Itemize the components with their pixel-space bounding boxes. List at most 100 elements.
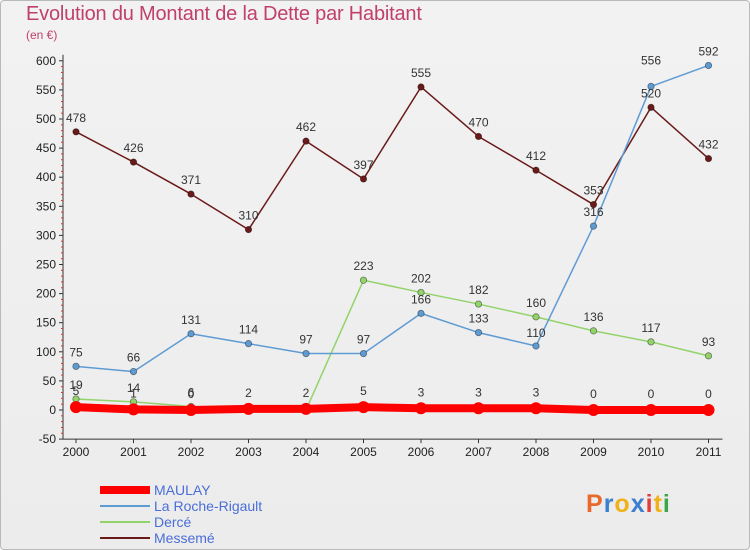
x-tick-label: 2007 — [465, 445, 492, 459]
data-point — [187, 330, 195, 338]
data-label: 2 — [303, 386, 310, 400]
data-point — [530, 402, 542, 415]
logo-letter: P — [586, 490, 604, 518]
data-label: 66 — [127, 351, 141, 365]
data-label: 75 — [69, 345, 83, 359]
data-label: 316 — [583, 205, 603, 219]
data-point — [302, 349, 310, 358]
data-point — [127, 403, 140, 416]
data-label: 182 — [468, 283, 488, 297]
data-point — [474, 300, 483, 308]
data-point — [244, 340, 253, 348]
data-label: 0 — [648, 387, 655, 401]
data-point — [532, 342, 540, 350]
data-label: 136 — [583, 310, 603, 324]
data-label: 556 — [641, 53, 661, 67]
data-label: 3 — [418, 385, 425, 399]
data-point — [359, 349, 368, 358]
proxiti-logo: Proxiti — [586, 490, 671, 519]
x-tick-label: 2011 — [696, 445, 722, 459]
data-label: 5 — [360, 384, 367, 398]
y-tick-label: 50 — [43, 374, 57, 388]
series-line-la-roche-rigault — [75, 64, 710, 373]
data-point — [70, 401, 82, 414]
data-label: 592 — [698, 44, 718, 58]
data-point — [704, 61, 713, 70]
data-point — [647, 338, 655, 346]
data-point — [474, 132, 483, 141]
x-tick-label: 2009 — [580, 445, 607, 459]
data-point — [72, 128, 80, 136]
series-line-derc- — [75, 279, 710, 411]
y-tick-label: 0 — [49, 403, 56, 417]
data-point — [357, 401, 370, 414]
logo-letter: r — [603, 490, 615, 518]
data-label: 371 — [181, 173, 201, 187]
logo-letter: x — [630, 490, 646, 518]
y-tick-label: 600 — [36, 54, 56, 68]
data-point — [417, 309, 425, 317]
legend-swatch-derce — [100, 521, 150, 523]
legend-label-la-roche-rigault: La Roche-Rigault — [154, 498, 263, 514]
data-point — [415, 402, 427, 415]
data-label: 117 — [641, 321, 660, 335]
data-label: 133 — [468, 312, 488, 326]
data-label: 14 — [127, 381, 141, 395]
data-point — [704, 352, 713, 360]
y-tick-label: 400 — [36, 170, 56, 184]
x-tick-label: 2002 — [178, 445, 205, 459]
y-tick-label: 450 — [36, 141, 56, 155]
y-tick-label: 550 — [36, 83, 56, 97]
data-point — [417, 83, 425, 91]
data-label: 462 — [296, 120, 316, 134]
y-tick-label: 500 — [36, 112, 56, 126]
legend-swatch-maulay — [100, 486, 150, 494]
data-point — [589, 200, 598, 209]
data-label: 160 — [526, 296, 546, 310]
data-label: 0 — [188, 387, 195, 401]
data-label: 310 — [238, 209, 258, 223]
data-point — [532, 313, 540, 321]
data-label: 470 — [468, 115, 488, 129]
y-tick-label: 200 — [36, 287, 56, 301]
logo-letter: o — [614, 490, 631, 518]
x-tick-label: 2008 — [523, 445, 550, 459]
data-point — [472, 402, 485, 415]
data-point — [359, 276, 368, 284]
data-label: 426 — [123, 141, 143, 155]
data-label: 114 — [239, 323, 258, 337]
x-tick-label: 2004 — [293, 445, 320, 459]
data-label: 3 — [533, 385, 540, 399]
data-label: 3 — [475, 385, 482, 399]
data-label: 1 — [130, 386, 137, 400]
y-tick-label: 100 — [36, 345, 56, 359]
x-tick-label: 2010 — [638, 445, 665, 459]
x-tick-label: 2005 — [350, 445, 377, 459]
data-point — [417, 288, 425, 297]
logo-letter: t — [653, 490, 663, 518]
data-point — [532, 166, 540, 174]
legend-label-maulay: MAULAY — [154, 482, 211, 498]
data-point — [704, 154, 713, 163]
data-label: 2 — [245, 386, 252, 400]
data-label: 6 — [188, 386, 195, 400]
data-point — [300, 402, 312, 415]
data-point — [589, 222, 598, 230]
data-point — [589, 327, 598, 335]
legend-label-messeme: Messemé — [154, 530, 215, 546]
data-point — [647, 103, 655, 111]
data-point — [647, 82, 655, 91]
data-point — [242, 402, 255, 415]
data-label: 555 — [411, 66, 431, 80]
data-label: 131 — [181, 313, 201, 327]
chart-title: Evolution du Montant de la Dette par Hab… — [26, 3, 422, 25]
data-point — [702, 404, 715, 416]
y-tick-label: 250 — [36, 258, 56, 272]
data-point — [129, 367, 138, 376]
data-label: 520 — [641, 86, 661, 100]
series-line-messem- — [75, 86, 710, 231]
data-point — [302, 137, 310, 145]
data-label: 223 — [353, 259, 373, 273]
logo-letter: i — [645, 490, 654, 518]
